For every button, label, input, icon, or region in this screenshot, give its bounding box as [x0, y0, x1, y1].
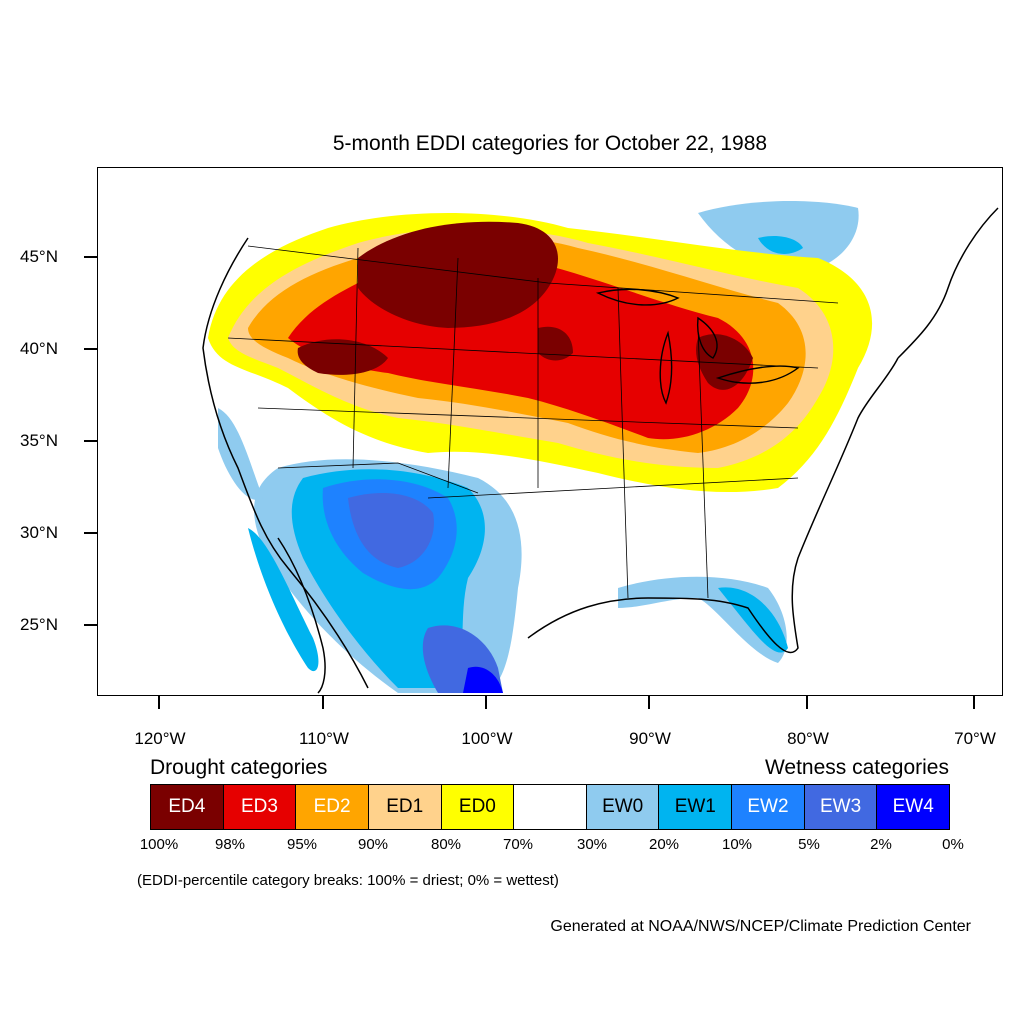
legend-box-ew4: EW4 [877, 785, 950, 829]
legend-box-ed3: ED3 [223, 785, 297, 829]
state-borders [227, 245, 839, 599]
legend-box-ew0: EW0 [586, 785, 660, 829]
lon-tick [806, 696, 808, 709]
legend-box-ew3: EW3 [804, 785, 878, 829]
lon-label: 70°W [954, 729, 996, 748]
legend-break: 20% [648, 836, 680, 853]
lon-tick [648, 696, 650, 709]
lon-label: 120°W [134, 729, 186, 748]
legend-break: 98% [214, 836, 246, 853]
legend-break: 2% [870, 836, 892, 853]
legend-box-ew2: EW2 [732, 785, 805, 829]
wet-region-baja [248, 528, 319, 672]
lat-tick [84, 440, 97, 442]
legend-break: 30% [576, 836, 608, 853]
credit-line: Generated at NOAA/NWS/NCEP/Climate Predi… [550, 918, 971, 935]
coastlines [202, 207, 999, 694]
lon-tick [485, 696, 487, 709]
drought-region-ed4-michigan [696, 334, 753, 390]
legend-break: 5% [798, 836, 820, 853]
legend-break: 10% [721, 836, 753, 853]
legend-break: 95% [286, 836, 318, 853]
lat-tick [84, 532, 97, 534]
legend-break: 100% [139, 836, 179, 853]
legend-box-neutral [514, 785, 587, 829]
lat-tick [84, 624, 97, 626]
wet-region-southwest-ew3 [348, 493, 434, 568]
category-note: (EDDI-percentile category breaks: 100% =… [137, 872, 559, 889]
legend-box-ed0: ED0 [441, 785, 515, 829]
lon-tick [322, 696, 324, 709]
legend-break: 0% [942, 836, 964, 853]
lon-label: 100°W [461, 729, 513, 748]
map-panel [97, 167, 1003, 696]
drought-region-ed4-midwest [538, 326, 573, 361]
lon-label: 110°W [299, 729, 349, 748]
lat-tick [84, 348, 97, 350]
lon-tick [158, 696, 160, 709]
eddi-map [202, 201, 999, 694]
lat-label: 40°N [20, 339, 58, 358]
lat-label: 30°N [20, 523, 58, 542]
wetness-heading: Wetness categories [764, 756, 949, 779]
lon-tick [973, 696, 975, 709]
lat-label: 35°N [20, 431, 58, 450]
legend-break: 70% [502, 836, 534, 853]
drought-heading: Drought categories [150, 756, 328, 779]
legend-break: 90% [357, 836, 389, 853]
drought-region-ed4-plains [297, 339, 388, 375]
legend-colorbar: ED4 ED3 ED2 ED1 ED0 EW0 EW1 EW2 EW3 EW4 [150, 784, 950, 830]
legend-box-ed2: ED2 [296, 785, 369, 829]
drought-region-ed4 [358, 221, 558, 328]
lat-tick [84, 256, 97, 258]
legend-break: 80% [430, 836, 462, 853]
lat-label: 25°N [20, 615, 58, 634]
wet-region-california [218, 408, 263, 500]
lat-label: 45°N [20, 247, 58, 266]
great-lakes [595, 288, 800, 405]
legend-box-ew1: EW1 [659, 785, 733, 829]
lon-label: 90°W [629, 729, 671, 748]
wet-region-northeast-canada-ew1 [758, 236, 803, 254]
lon-label: 80°W [787, 729, 829, 748]
map-title: 5-month EDDI categories for October 22, … [332, 132, 768, 155]
legend-box-ed4: ED4 [151, 785, 224, 829]
wet-region-texas-ew4 [463, 666, 503, 693]
legend-breaks: 100% 98% 95% 90% 80% 70% 30% 20% 10% 5% … [0, 836, 1024, 856]
legend-box-ed1: ED1 [368, 785, 442, 829]
